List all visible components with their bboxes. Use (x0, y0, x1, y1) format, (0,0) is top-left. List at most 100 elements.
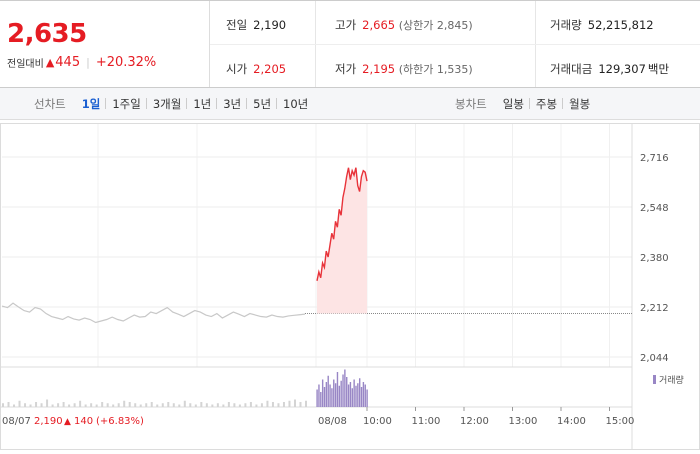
volume-bar (325, 382, 328, 407)
stat-label: 전일 (226, 18, 248, 32)
current-price: 2,635 (7, 19, 87, 49)
line-chart-tabs: 선차트 1일 1주일 3개월 1년 3년 5년 10년 (34, 88, 314, 119)
x-tick-label: 10:00 (363, 416, 392, 427)
volume-bar (216, 403, 219, 407)
divider: | (86, 56, 90, 69)
volume-bar (145, 403, 148, 407)
volume-bar (150, 402, 153, 407)
prev-change-percent: (+6.83%) (96, 416, 144, 427)
y-tick-label: 2,548 (640, 203, 669, 214)
up-arrow-icon: ▲ (64, 417, 71, 427)
volume-bar (238, 404, 241, 407)
volume-bar (260, 403, 263, 407)
volume-bar (362, 382, 365, 407)
volume-bar (277, 403, 280, 407)
y-tick-label: 2,380 (640, 253, 669, 264)
change-percent: +20.32% (95, 55, 157, 70)
volume-bar (305, 400, 307, 407)
volume-bar (205, 403, 208, 407)
volume-bar (316, 389, 318, 407)
volume-bar (333, 379, 335, 407)
chart-tabs: 선차트 1일 1주일 3개월 1년 3년 5년 10년 봉차트 일봉 주봉 월봉 (0, 88, 700, 120)
price-chart-svg: 2,716 2,548 2,380 2,212 2,044 거래량 08/07 2,190… (0, 123, 700, 450)
divider (210, 44, 700, 45)
volume-bar (233, 403, 236, 407)
volume-bar (355, 385, 357, 407)
stat-value: 2,665 (362, 18, 396, 32)
volume-bar (183, 400, 186, 407)
tab-weekly[interactable]: 주봉 (528, 96, 563, 112)
volume-bar (18, 400, 21, 407)
stat-volume: 거래량 52,215,812 (550, 17, 654, 33)
x-tick-label: 13:00 (509, 416, 538, 427)
volume-bar (346, 377, 348, 407)
volume-bar (7, 402, 10, 407)
volume-bar (222, 404, 225, 407)
line-chart-title: 선차트 (34, 96, 66, 111)
x-tick-label: 08/07 (2, 416, 31, 427)
stat-value: 2,195 (362, 62, 396, 76)
volume-bar (139, 404, 142, 407)
tab-5y[interactable]: 5년 (246, 96, 277, 112)
volume-legend-label: 거래량 (659, 374, 684, 386)
volume-bar (134, 403, 137, 407)
volume-bar (112, 404, 115, 407)
tab-3m[interactable]: 3개월 (145, 96, 187, 112)
volume-bar (331, 388, 333, 407)
volume-bar (334, 383, 337, 407)
volume-bar (68, 404, 71, 407)
lower-limit: (하한가 1,535) (398, 63, 473, 76)
volume-bar (351, 388, 353, 407)
volume-bar (211, 404, 214, 407)
price-summary: 2,635 전일대비 ▲ 445 | +20.32% (0, 1, 210, 87)
volume-bar (336, 372, 339, 407)
volume-bar (282, 402, 285, 407)
volume-bar (342, 374, 344, 407)
volume-bar (327, 375, 329, 407)
stat-high: 고가 2,665 (상한가 2,845) (335, 17, 473, 33)
tab-1w[interactable]: 1주일 (105, 96, 146, 112)
x-tick-label: 14:00 (557, 416, 586, 427)
tab-daily[interactable]: 일봉 (502, 96, 524, 111)
volume-bar (40, 403, 43, 407)
volume-bar (293, 399, 296, 407)
tab-1y[interactable]: 1년 (186, 96, 217, 112)
volume-bar (227, 402, 230, 407)
volume-bar (364, 384, 366, 407)
volume-bar (347, 384, 350, 407)
volume-bar (255, 404, 258, 407)
volume-bar (2, 403, 4, 407)
volume-bar (288, 400, 291, 407)
tab-10y[interactable]: 10년 (276, 96, 314, 112)
prev-close-value: 2,190 (34, 416, 63, 427)
stat-label: 저가 (335, 62, 357, 76)
volume-bar (51, 404, 54, 407)
volume-bar (329, 384, 331, 407)
y-tick-label: 2,716 (640, 153, 669, 164)
stat-prev-close: 전일 2,190 (226, 17, 286, 33)
y-tick-label: 2,044 (640, 353, 669, 364)
volume-bar (344, 369, 346, 407)
tab-monthly[interactable]: 월봉 (562, 96, 596, 112)
candle-chart-title: 봉차트 (455, 96, 487, 111)
volume-bar (318, 384, 320, 407)
stat-value: 2,205 (253, 62, 287, 76)
volume-bar (266, 400, 269, 407)
volume-bar (95, 404, 98, 407)
volume-bar (249, 402, 252, 407)
volume-bar (84, 404, 87, 407)
stat-amount: 거래대금 129,307 백만 (550, 61, 669, 77)
volume-bar (117, 403, 120, 407)
y-tick-label: 2,212 (640, 303, 669, 314)
tab-3y[interactable]: 3년 (216, 96, 247, 112)
volume-bar (353, 379, 355, 407)
volume-bar (320, 392, 322, 407)
volume-bar (101, 402, 104, 407)
upper-limit: (상한가 2,845) (398, 19, 473, 32)
tab-1d[interactable]: 1일 (81, 96, 101, 111)
stat-low: 저가 2,195 (하한가 1,535) (335, 61, 473, 77)
prev-compare-label: 전일대비 (7, 59, 44, 70)
volume-bar (57, 403, 60, 407)
volume-bar (13, 404, 16, 407)
volume-legend-swatch (653, 375, 656, 384)
